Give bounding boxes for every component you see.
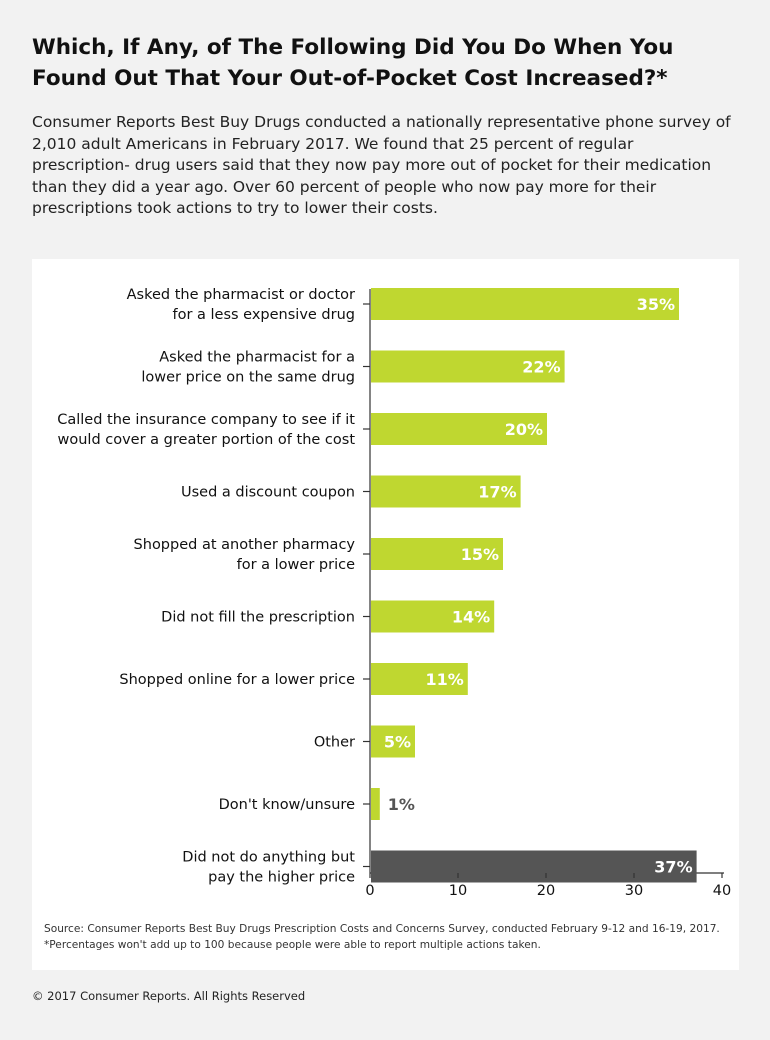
bar-value-label: 15% xyxy=(461,545,499,564)
category-label: for a less expensive drug xyxy=(172,307,355,323)
bar xyxy=(371,413,547,445)
x-tick-label: 20 xyxy=(537,883,555,899)
category-label: Asked the pharmacist for a xyxy=(159,350,355,366)
bar-value-label: 1% xyxy=(388,795,415,814)
x-tick-label: 40 xyxy=(713,883,731,899)
bar-value-label: 14% xyxy=(452,608,490,627)
category-label: Used a discount coupon xyxy=(181,485,355,501)
bar-chart: 35% Asked the pharmacist or doctor for a l… xyxy=(57,287,731,899)
bar-value-label: 20% xyxy=(505,420,543,439)
bar-value-label: 37% xyxy=(654,858,692,877)
bar xyxy=(371,788,380,820)
bar-value-label: 17% xyxy=(478,483,516,502)
bar xyxy=(371,538,503,570)
x-tick-label: 10 xyxy=(449,883,467,899)
category-label: for a lower price xyxy=(237,557,355,573)
category-label: lower price on the same drug xyxy=(141,370,355,386)
chart-panel: 35% Asked the pharmacist or doctor for a l… xyxy=(32,259,739,970)
bar-value-label: 35% xyxy=(637,295,675,314)
intro-paragraph: Consumer Reports Best Buy Drugs conducte… xyxy=(32,113,731,217)
bar xyxy=(371,350,565,383)
bar-value-label: 11% xyxy=(426,670,464,689)
category-label: Asked the pharmacist or doctor xyxy=(127,287,355,303)
category-label: pay the higher price xyxy=(208,870,355,886)
category-label: Did not fill the prescription xyxy=(161,610,355,626)
bar-value-label: 5% xyxy=(384,733,411,752)
source-note: Source: Consumer Reports Best Buy Drugs … xyxy=(44,923,720,951)
copyright-notice: © 2017 Consumer Reports. All Rights Rese… xyxy=(32,989,306,1003)
x-tick-label: 30 xyxy=(625,883,643,899)
category-label: Shopped at another pharmacy xyxy=(134,537,356,553)
bar xyxy=(371,850,697,883)
bar xyxy=(371,663,468,695)
bar xyxy=(371,475,521,508)
category-label: Did not do anything but xyxy=(182,850,355,866)
category-label: Shopped online for a lower price xyxy=(119,672,355,688)
bar xyxy=(371,600,495,633)
category-label: would cover a greater portion of the cos… xyxy=(58,432,356,448)
category-label: Don't know/unsure xyxy=(219,797,355,813)
category-label: Other xyxy=(314,735,355,751)
chart-title: Which, If Any, of The Following Did You … xyxy=(32,35,674,91)
bar xyxy=(371,288,679,320)
bar-value-label: 22% xyxy=(522,358,560,377)
bar xyxy=(371,725,415,758)
category-label: Called the insurance company to see if i… xyxy=(57,412,355,428)
x-tick-label: 0 xyxy=(365,883,374,899)
